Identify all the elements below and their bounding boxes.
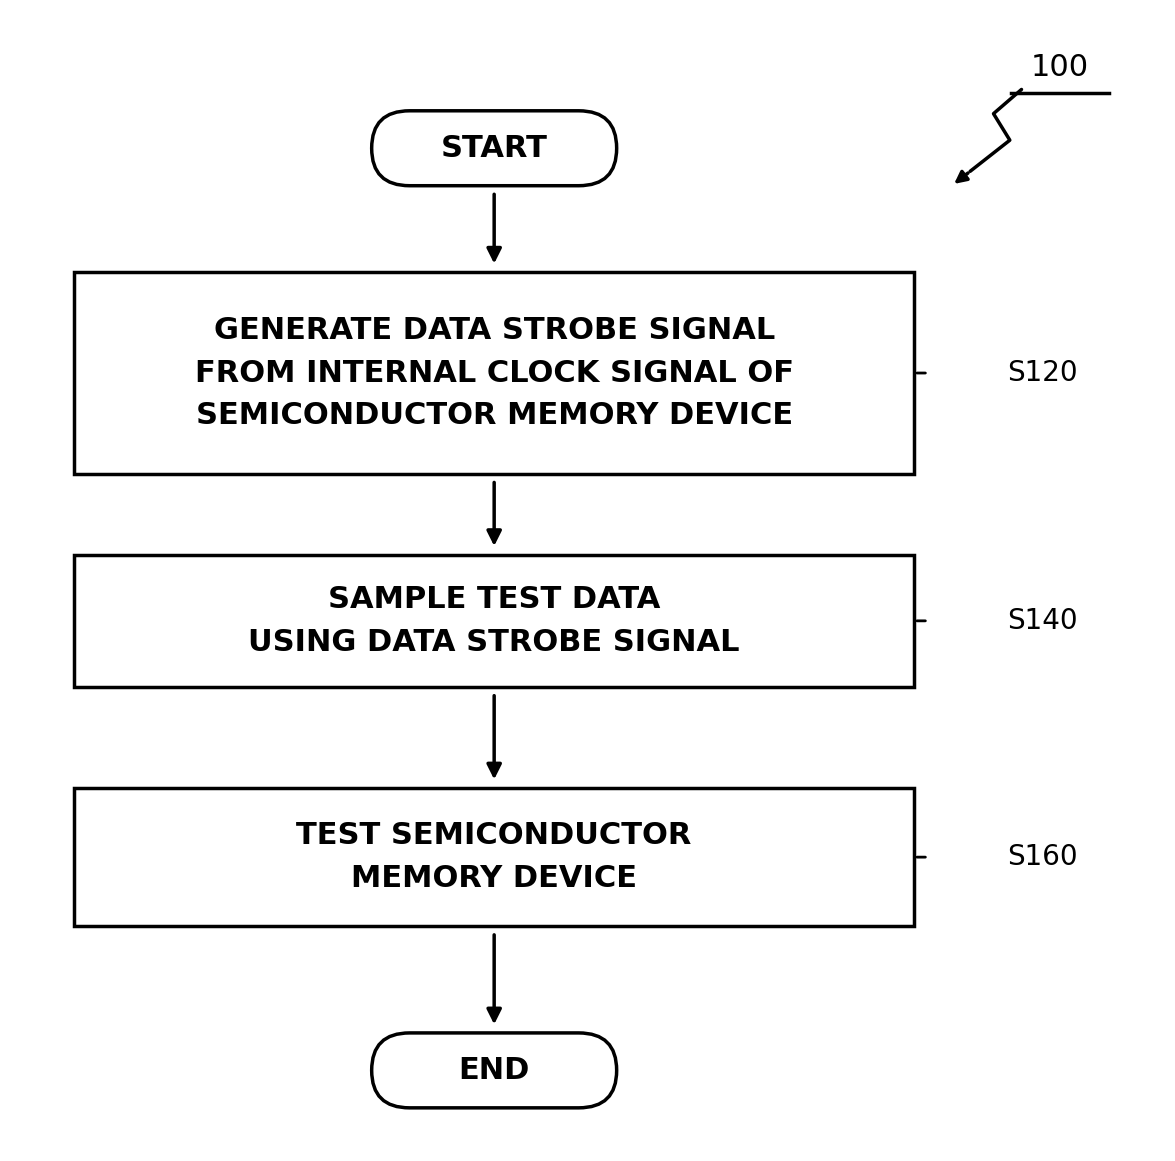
Text: SAMPLE TEST DATA
USING DATA STROBE SIGNAL: SAMPLE TEST DATA USING DATA STROBE SIGNA…: [248, 585, 740, 657]
Bar: [74, 788, 914, 926]
FancyBboxPatch shape: [371, 110, 617, 186]
Text: S140: S140: [1007, 607, 1079, 635]
Text: TEST SEMICONDUCTOR
MEMORY DEVICE: TEST SEMICONDUCTOR MEMORY DEVICE: [296, 821, 692, 893]
Bar: [74, 555, 914, 687]
Text: END: END: [458, 1055, 530, 1084]
Text: S160: S160: [1007, 843, 1079, 871]
Text: GENERATE DATA STROBE SIGNAL
FROM INTERNAL CLOCK SIGNAL OF
SEMICONDUCTOR MEMORY D: GENERATE DATA STROBE SIGNAL FROM INTERNA…: [195, 316, 793, 431]
Text: S120: S120: [1007, 359, 1079, 387]
Text: START: START: [441, 134, 548, 163]
FancyBboxPatch shape: [371, 1033, 617, 1108]
Bar: [74, 272, 914, 474]
Text: 100: 100: [1030, 53, 1089, 82]
